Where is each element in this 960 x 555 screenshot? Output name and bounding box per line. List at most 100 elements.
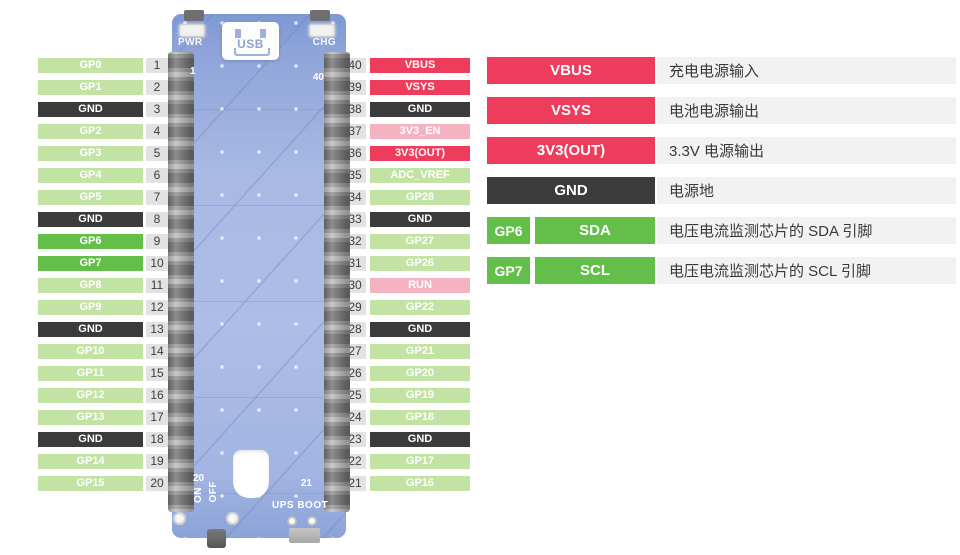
pin-number: 14 bbox=[146, 344, 168, 359]
pin-label: GP7 bbox=[38, 256, 143, 271]
pin-number: 20 bbox=[146, 476, 168, 491]
pin-label: GP1 bbox=[38, 80, 143, 95]
pin-label: GP28 bbox=[370, 190, 470, 205]
pin-number: 13 bbox=[146, 322, 168, 337]
board-pin21-silkscreen: 21 bbox=[300, 478, 312, 489]
legend-row: GP6 SDA 电压电流监测芯片的 SDA 引脚 bbox=[487, 217, 956, 244]
pin-number: 1 bbox=[146, 58, 168, 73]
pin-label: GP21 bbox=[370, 344, 470, 359]
pin-row: GP11 15 bbox=[38, 366, 168, 381]
pin-number: 8 bbox=[146, 212, 168, 227]
pin-label: GP11 bbox=[38, 366, 143, 381]
pin-row: GP9 12 bbox=[38, 300, 168, 315]
legend-row: GP7 SCL 电压电流监测芯片的 SCL 引脚 bbox=[487, 257, 956, 284]
pin-number: 2 bbox=[146, 80, 168, 95]
on-label: ON bbox=[193, 487, 204, 503]
pin-label: GP2 bbox=[38, 124, 143, 139]
pin-row: GP12 16 bbox=[38, 388, 168, 403]
pin-row: 38 GND bbox=[344, 102, 470, 117]
component-tab-left bbox=[184, 10, 204, 21]
pin-row: 36 3V3(OUT) bbox=[344, 146, 470, 161]
pin-row: GND 8 bbox=[38, 212, 168, 227]
pcb-body bbox=[172, 14, 346, 538]
pin-header-left bbox=[168, 52, 194, 512]
pin-row: GP14 19 bbox=[38, 454, 168, 469]
pin-label: GP12 bbox=[38, 388, 143, 403]
pin-label: GND bbox=[370, 212, 470, 227]
pin-row: 29 GP22 bbox=[344, 300, 470, 315]
pin-label: RUN bbox=[370, 278, 470, 293]
legend-signal-label: GND bbox=[487, 177, 655, 204]
pin-label: GND bbox=[370, 432, 470, 447]
boot-pad-left bbox=[287, 516, 297, 526]
right-pin-column: 40 VBUS 39 VSYS 38 GND 37 3V3_EN 36 3V3(OUT) 35 ADC… bbox=[344, 58, 470, 498]
pin-label: 3V3(OUT) bbox=[370, 146, 470, 161]
off-label: OFF bbox=[208, 481, 219, 503]
usb-connector: USB bbox=[222, 22, 279, 60]
pin-row: 27 GP21 bbox=[344, 344, 470, 359]
pin-row: GP5 7 bbox=[38, 190, 168, 205]
legend-table: VBUS 充电电源输入 VSYS 电池电源输出 3V3(OUT) 3.3V 电源输出 GND… bbox=[487, 57, 956, 297]
pin-row: GND 3 bbox=[38, 102, 168, 117]
pin-label: GP5 bbox=[38, 190, 143, 205]
legend-description: 电压电流监测芯片的 SDA 引脚 bbox=[657, 217, 956, 244]
pin-label: GP17 bbox=[370, 454, 470, 469]
usb-label: USB bbox=[237, 37, 264, 51]
pin-row: 28 GND bbox=[344, 322, 470, 337]
pin-number: 5 bbox=[146, 146, 168, 161]
pin-row: GP4 6 bbox=[38, 168, 168, 183]
pin-label: GP0 bbox=[38, 58, 143, 73]
legend-pin-label: GP6 bbox=[487, 217, 530, 244]
pin-row: 22 GP17 bbox=[344, 454, 470, 469]
pin-row: 33 GND bbox=[344, 212, 470, 227]
pin-label: GND bbox=[38, 102, 143, 117]
pin-label: GND bbox=[370, 102, 470, 117]
pin-row: 35 ADC_VREF bbox=[344, 168, 470, 183]
pin-row: GP7 10 bbox=[38, 256, 168, 271]
legend-description: 充电电源输入 bbox=[657, 57, 956, 84]
boot-pad-right bbox=[307, 516, 317, 526]
pin-row: GP1 2 bbox=[38, 80, 168, 95]
pin-number: 12 bbox=[146, 300, 168, 315]
board-pin20-silkscreen: 20 bbox=[193, 473, 205, 484]
legend-signal-label: SCL bbox=[535, 257, 655, 284]
left-pin-column: GP0 1 GP1 2 GND 3 GP2 4 GP3 5 GP4 6 GP5 7 GND 8 GP6 9 GP7 1… bbox=[38, 58, 168, 498]
pin-row: GP15 20 bbox=[38, 476, 168, 491]
on-off-switch bbox=[207, 529, 226, 548]
pin-label: GP22 bbox=[370, 300, 470, 315]
pin-label: GP19 bbox=[370, 388, 470, 403]
pin-row: 37 3V3_EN bbox=[344, 124, 470, 139]
pin-row: GP13 17 bbox=[38, 410, 168, 425]
legend-signal-label: VBUS bbox=[487, 57, 655, 84]
pin-row: GP2 4 bbox=[38, 124, 168, 139]
pin-label: GP9 bbox=[38, 300, 143, 315]
legend-row: 3V3(OUT) 3.3V 电源输出 bbox=[487, 137, 956, 164]
pin-label: GP3 bbox=[38, 146, 143, 161]
pin-row: 39 VSYS bbox=[344, 80, 470, 95]
pin-row: GP3 5 bbox=[38, 146, 168, 161]
legend-signal-label: SDA bbox=[535, 217, 655, 244]
legend-row: VSYS 电池电源输出 bbox=[487, 97, 956, 124]
pin-row: 25 GP19 bbox=[344, 388, 470, 403]
pin-row: GND 13 bbox=[38, 322, 168, 337]
pin-row: GP10 14 bbox=[38, 344, 168, 359]
pin-header-right bbox=[324, 52, 350, 512]
pwr-led-label: PWR bbox=[178, 37, 203, 48]
legend-signal-label: VSYS bbox=[487, 97, 655, 124]
pwr-led bbox=[179, 24, 205, 37]
pin-row: GP0 1 bbox=[38, 58, 168, 73]
pin-label: GP20 bbox=[370, 366, 470, 381]
component-tab-right bbox=[310, 10, 330, 21]
solder-pad-right bbox=[226, 512, 239, 525]
pin-label: GP18 bbox=[370, 410, 470, 425]
pin-row: 31 GP26 bbox=[344, 256, 470, 271]
pin-number: 4 bbox=[146, 124, 168, 139]
chg-led-label: CHG bbox=[312, 37, 336, 48]
board-pin40-silkscreen: 40 bbox=[312, 72, 324, 83]
pin-label: VBUS bbox=[370, 58, 470, 73]
legend-description: 电压电流监测芯片的 SCL 引脚 bbox=[657, 257, 956, 284]
pin-number: 7 bbox=[146, 190, 168, 205]
pin-label: GP10 bbox=[38, 344, 143, 359]
pin-label: GP8 bbox=[38, 278, 143, 293]
